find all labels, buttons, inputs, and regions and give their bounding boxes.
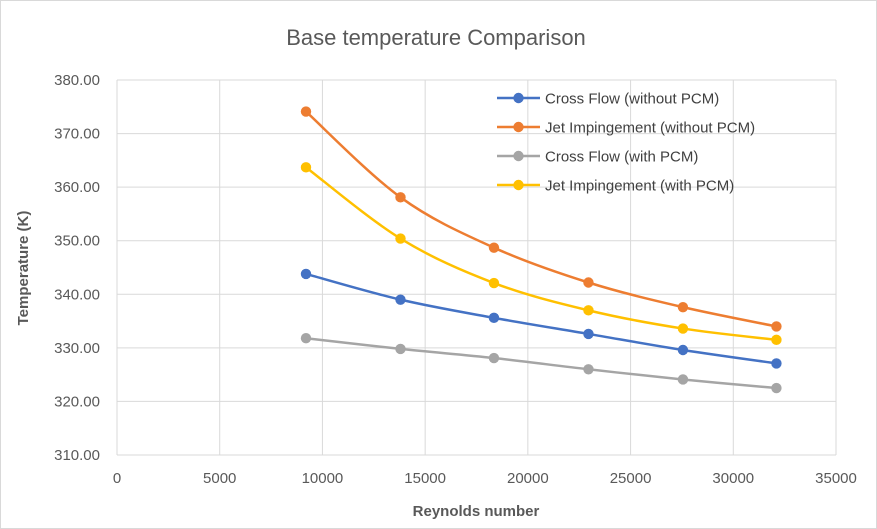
legend-entry-label: Jet Impingement (without PCM) (545, 120, 755, 137)
chart-title: Base temperature Comparison (286, 25, 586, 50)
data-point (583, 277, 594, 288)
data-point (395, 192, 406, 203)
y-tick-label: 310.00 (54, 447, 100, 464)
data-point (300, 162, 312, 173)
data-point (300, 333, 312, 344)
legend-swatch-marker (513, 121, 524, 133)
y-tick-label: 370.00 (54, 126, 100, 143)
data-point (677, 344, 689, 356)
data-point (771, 358, 782, 369)
y-tick-label: 350.00 (54, 233, 100, 250)
x-tick-label: 20000 (507, 470, 549, 487)
x-tick-labels: 0 5000 10000 15000 20000 25000 30000 35000 (113, 470, 857, 487)
data-point (488, 277, 500, 289)
data-point (300, 106, 312, 117)
legend-entry-label: Cross Flow (without PCM) (545, 91, 719, 108)
data-point (771, 382, 782, 394)
x-tick-label: 25000 (610, 470, 652, 487)
data-point (583, 364, 594, 375)
series-lines (304, 110, 778, 390)
grid-lines (116, 79, 837, 456)
legend-entry-label: Cross Flow (with PCM) (545, 149, 698, 166)
legend-swatch-marker (513, 150, 524, 162)
data-point (583, 305, 594, 316)
x-tick-label: 5000 (203, 470, 236, 487)
data-point (771, 334, 782, 346)
data-point (488, 352, 500, 364)
y-tick-label: 320.00 (54, 393, 100, 410)
series-line (304, 166, 778, 342)
x-tick-label: 35000 (815, 470, 857, 487)
y-tick-labels: 310.00 320.00 330.00 340.00 350.00 360.00 370.… (54, 72, 100, 464)
data-point (677, 374, 689, 385)
legend-swatch-marker (513, 179, 524, 191)
series-line (304, 336, 778, 390)
x-tick-label: 0 (113, 470, 121, 487)
y-tick-label: 340.00 (54, 286, 100, 303)
data-point (677, 323, 689, 334)
legend-entry-label: Jet Impingement (with PCM) (545, 178, 734, 195)
y-tick-label: 360.00 (54, 179, 100, 196)
data-point (771, 321, 782, 332)
x-tick-label: 30000 (712, 470, 754, 487)
x-tick-label: 10000 (302, 470, 344, 487)
data-point (677, 301, 689, 313)
series-points (300, 106, 782, 394)
data-point (300, 268, 312, 280)
y-tick-label: 330.00 (54, 340, 100, 357)
data-point (583, 328, 594, 340)
series-line (304, 272, 778, 365)
y-tick-label: 380.00 (54, 72, 100, 89)
data-point (395, 294, 406, 305)
data-point (395, 233, 406, 244)
x-tick-label: 15000 (404, 470, 446, 487)
x-axis-label: Reynolds number (413, 503, 540, 520)
legend: Cross Flow (without PCM) Jet Impingement … (497, 91, 755, 195)
legend-swatch-marker (513, 92, 524, 104)
y-axis-label: Temperature (K) (15, 211, 32, 326)
data-point (395, 343, 406, 355)
data-point (488, 242, 500, 253)
data-point (488, 312, 500, 324)
